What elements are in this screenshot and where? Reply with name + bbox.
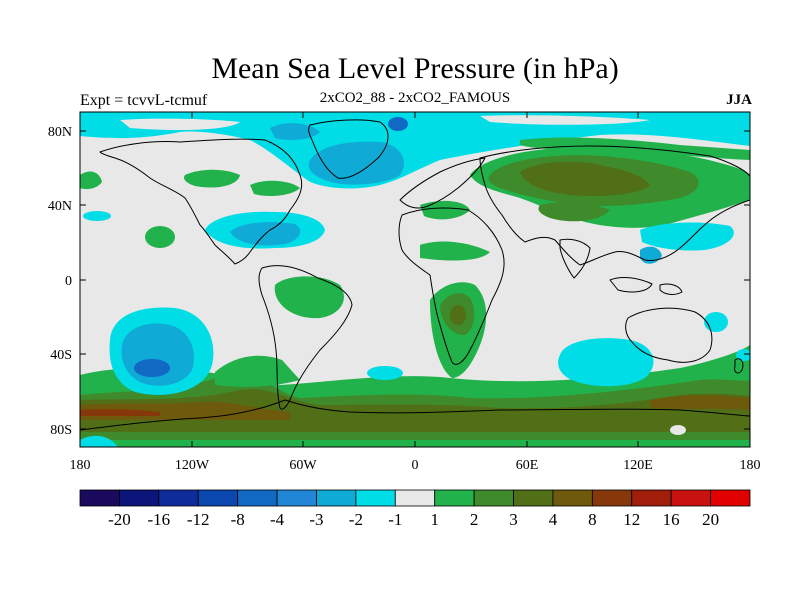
contour-region (538, 202, 610, 222)
lat-tick-label: 40N (48, 199, 72, 214)
contour-region (250, 180, 300, 196)
contour-region (184, 169, 240, 188)
colorbar-swatch (552, 489, 593, 507)
colorbar-label: 3 (509, 510, 518, 529)
colorbar-swatch (394, 489, 436, 507)
colorbar-swatch (158, 489, 199, 507)
colorbar-label: -20 (108, 510, 131, 529)
lat-tick-labels: 80N 40N 0 40S 80S (48, 125, 72, 438)
colorbar-label: -16 (147, 510, 170, 529)
lon-tick-labels: 180 120W 60W 0 60E 120E 180 (70, 458, 761, 473)
colorbar-swatch (197, 489, 239, 507)
contour-region (274, 276, 344, 319)
contour-region (215, 355, 300, 387)
colorbar-swatch (631, 489, 672, 507)
contour-region (558, 338, 654, 387)
colorbar-label: 4 (549, 510, 558, 529)
colorbar-label: 8 (588, 510, 597, 529)
contour-region (670, 425, 686, 435)
contour-region (520, 161, 650, 197)
colorbar-label: -12 (187, 510, 210, 529)
lon-ticks (79, 112, 751, 447)
coastlines (80, 119, 750, 431)
colorbar-swatch (434, 489, 475, 507)
colorbar-label: 2 (470, 510, 479, 529)
colorbar-swatch (710, 489, 751, 507)
map-area (80, 112, 750, 447)
colorbar-swatch (513, 489, 554, 507)
contour-region (134, 359, 170, 377)
contour-region (80, 409, 160, 416)
lon-tick-label: 60E (516, 458, 539, 473)
contour-region (650, 395, 750, 410)
contour-region (80, 112, 750, 189)
colorbar-label: 20 (702, 510, 719, 529)
colorbar (79, 489, 751, 507)
contour-region (480, 115, 650, 125)
subtitle: 2xCO2_88 - 2xCO2_FAMOUS (319, 90, 511, 106)
colorbar-swatch (79, 489, 120, 507)
season-label: JJA (726, 92, 752, 108)
lon-tick-label: 120W (175, 458, 210, 473)
colorbar-swatch (119, 489, 160, 507)
contour-region (83, 211, 111, 221)
contour-region (520, 137, 750, 160)
experiment-label: Expt = tcvvL-tcmuf (80, 92, 208, 109)
contour-region (80, 435, 118, 447)
colorbar-label: -2 (349, 510, 363, 529)
lon-tick-label: 180 (740, 458, 761, 473)
colorbar-swatch (670, 489, 711, 507)
lon-tick-label: 0 (412, 458, 419, 473)
contour-region (120, 118, 240, 130)
contour-region (736, 349, 750, 361)
contour-region (640, 222, 734, 251)
colorbar-swatch (591, 489, 633, 507)
lat-tick-label: 0 (65, 274, 72, 289)
colorbar-label: -8 (231, 510, 245, 529)
lon-tick-label: 120E (623, 458, 653, 473)
lat-tick-label: 40S (50, 348, 72, 363)
contour-region (450, 305, 466, 325)
contour-region (270, 123, 320, 140)
colorbar-label: 1 (430, 510, 439, 529)
colorbar-label: 12 (623, 510, 640, 529)
colorbar-swatch (473, 489, 514, 507)
colorbar-swatch (355, 489, 396, 507)
contour-region (80, 171, 102, 190)
lat-tick-label: 80S (50, 423, 72, 438)
contour-region (145, 226, 175, 248)
contour-region (704, 312, 728, 332)
colorbar-swatch (316, 489, 357, 507)
page-title: Mean Sea Level Pressure (in hPa) (211, 52, 619, 85)
colorbar-label: -1 (388, 510, 402, 529)
contour-region (420, 200, 470, 220)
lon-tick-label: 180 (70, 458, 91, 473)
contour-region (420, 241, 490, 261)
colorbar-label: -3 (309, 510, 323, 529)
colorbar-swatch (237, 489, 278, 507)
colorbar-labels: -20 -16 -12 -8 -4 -3 -2 -1 1 2 3 4 8 12 16 20 (108, 510, 719, 529)
contour-region (80, 389, 750, 432)
lon-tick-label: 60W (289, 458, 317, 473)
colorbar-label: 16 (663, 510, 680, 529)
lat-ticks (80, 130, 750, 430)
colorbar-label: -4 (270, 510, 285, 529)
lat-tick-label: 80N (48, 125, 72, 140)
contour-region (367, 366, 403, 380)
contour-region (388, 117, 408, 131)
colorbar-swatch (276, 489, 317, 507)
